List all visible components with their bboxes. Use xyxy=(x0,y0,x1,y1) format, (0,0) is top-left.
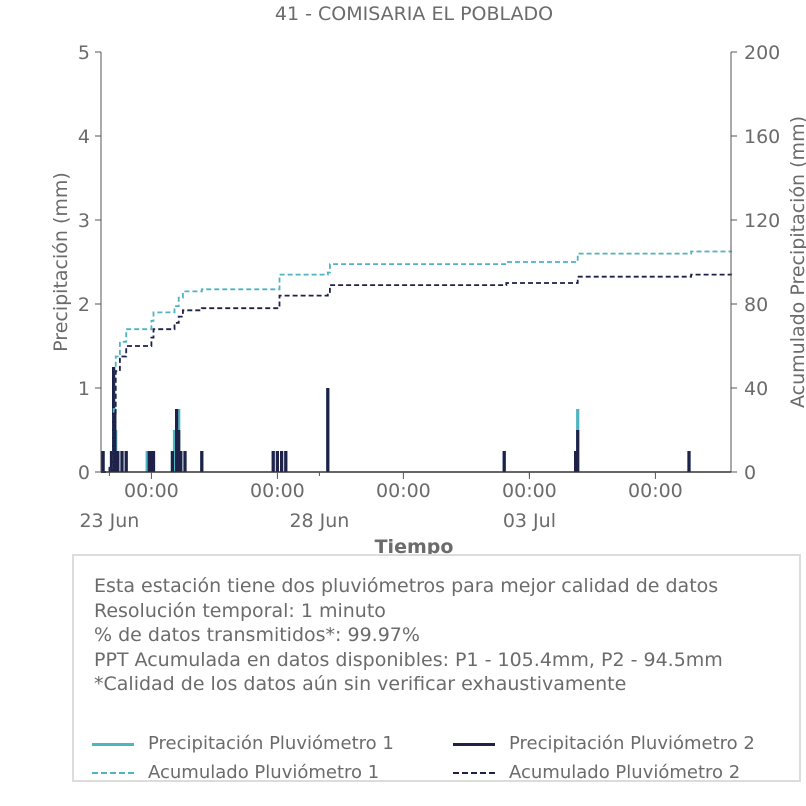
legend-swatch xyxy=(92,772,134,774)
x-tick-label: 00:00 xyxy=(628,480,683,502)
y-axis-left-label: Precipitación (mm) xyxy=(50,172,72,352)
y-left-tick-label: 0 xyxy=(78,462,90,484)
info-line: Resolución temporal: 1 minuto xyxy=(94,599,386,622)
cumulative-line xyxy=(101,273,732,473)
chart-title: 41 - COMISARIA EL POBLADO xyxy=(275,3,553,25)
y-right-tick-label: 0 xyxy=(744,462,756,484)
x-date-label: 03 Jul xyxy=(503,510,556,532)
info-legend-box: Esta estación tiene dos pluviómetros par… xyxy=(72,554,801,783)
y-left-tick-label: 4 xyxy=(78,126,90,148)
y-left-tick-label: 2 xyxy=(78,294,90,316)
info-line: PPT Acumulada en datos disponibles: P1 -… xyxy=(94,648,723,671)
x-tick-label: 00:00 xyxy=(250,480,305,502)
legend-swatch xyxy=(92,743,134,746)
legend-swatch xyxy=(453,743,495,746)
x-tick-label: 00:00 xyxy=(376,480,431,502)
info-line: % de datos transmitidos*: 99.97% xyxy=(94,624,420,646)
x-date-label: 28 Jun xyxy=(289,510,349,532)
y-right-tick-label: 160 xyxy=(744,126,780,148)
y-left-tick-label: 1 xyxy=(78,378,90,400)
legend-label: Precipitación Pluviómetro 1 xyxy=(148,733,394,754)
y-right-tick-label: 200 xyxy=(744,42,780,64)
x-date-label: 23 Jun xyxy=(79,510,139,532)
info-line: *Calidad de los datos aún sin verificar … xyxy=(94,673,627,695)
cumulative-line xyxy=(101,250,732,473)
y-left-tick-label: 5 xyxy=(78,42,90,64)
x-axis-label: Tiempo xyxy=(375,536,454,558)
x-tick-label: 00:00 xyxy=(502,480,557,502)
y-right-tick-label: 80 xyxy=(744,294,768,316)
legend-label: Acumulado Pluviómetro 1 xyxy=(148,762,380,783)
info-line: Esta estación tiene dos pluviómetros par… xyxy=(94,575,719,597)
y-axis-right-label: Acumulado Precipitación (mm) xyxy=(787,116,806,408)
x-tick-label: 00:00 xyxy=(124,480,179,502)
y-left-tick-label: 3 xyxy=(78,210,90,232)
y-right-tick-label: 120 xyxy=(744,210,780,232)
y-right-tick-label: 40 xyxy=(744,378,768,400)
station-info: Esta estación tiene dos pluviómetros par… xyxy=(94,574,723,697)
legend-swatch xyxy=(453,772,495,774)
legend-label: Precipitación Pluviómetro 2 xyxy=(509,733,755,754)
precipitation-chart: 41 - COMISARIA EL POBLADO 0 1 2 3 4 5 0 40 80 120… xyxy=(50,3,806,558)
legend-label: Acumulado Pluviómetro 2 xyxy=(509,762,741,783)
